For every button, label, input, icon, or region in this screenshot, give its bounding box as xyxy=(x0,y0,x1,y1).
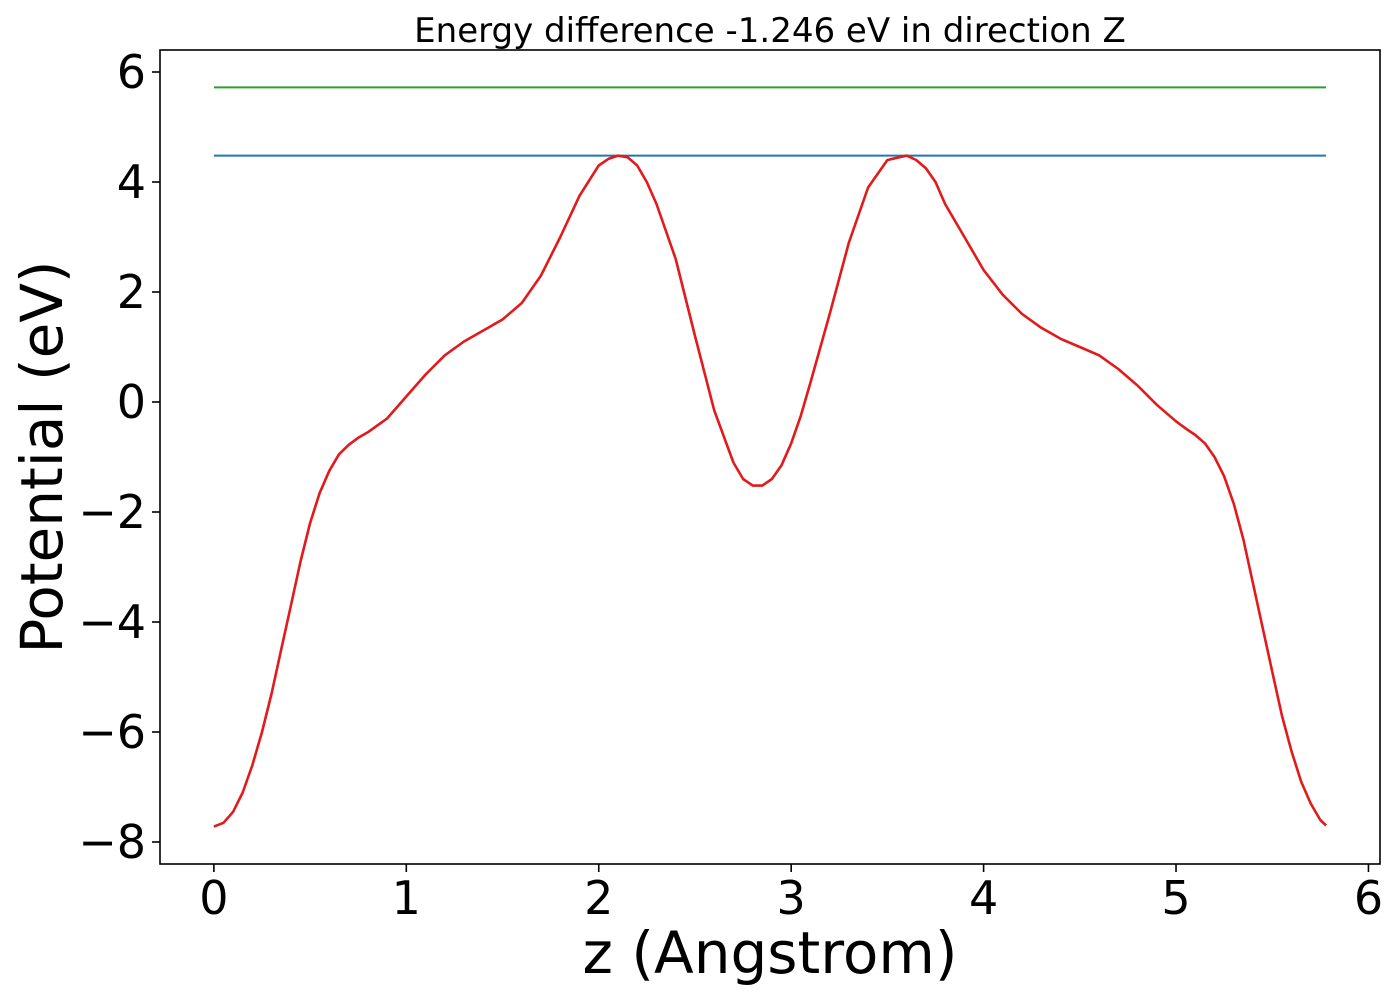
x-tick-label: 0 xyxy=(199,871,228,925)
y-tick-label: −8 xyxy=(78,815,146,869)
y-tick-label: 0 xyxy=(117,375,146,429)
x-tick-label: 6 xyxy=(1354,871,1383,925)
x-axis: 0 1 2 3 4 5 6 xyxy=(199,864,1383,925)
y-tick-label: −2 xyxy=(78,485,146,539)
plot-frame xyxy=(159,49,1381,865)
series-layer xyxy=(213,86,1327,828)
y-tick-label: 2 xyxy=(117,265,146,319)
y-tick-label: 4 xyxy=(117,155,146,209)
y-tick-label: −6 xyxy=(78,705,146,759)
y-axis-label: Potential (eV) xyxy=(8,260,76,653)
x-axis-label: z (Angstrom) xyxy=(583,919,958,987)
x-tick-label: 2 xyxy=(584,871,613,925)
y-axis: 6 4 2 0 −2 −4 −6 −8 xyxy=(78,45,160,869)
series-line-3 xyxy=(213,154,1327,828)
x-tick-label: 3 xyxy=(777,871,806,925)
chart-title: Energy difference -1.246 eV in direction… xyxy=(414,11,1126,51)
y-tick-label: 6 xyxy=(117,45,146,99)
x-tick-label: 1 xyxy=(392,871,421,925)
y-tick-label: −4 xyxy=(78,595,146,649)
x-tick-label: 4 xyxy=(969,871,998,925)
x-tick-label: 5 xyxy=(1161,871,1190,925)
